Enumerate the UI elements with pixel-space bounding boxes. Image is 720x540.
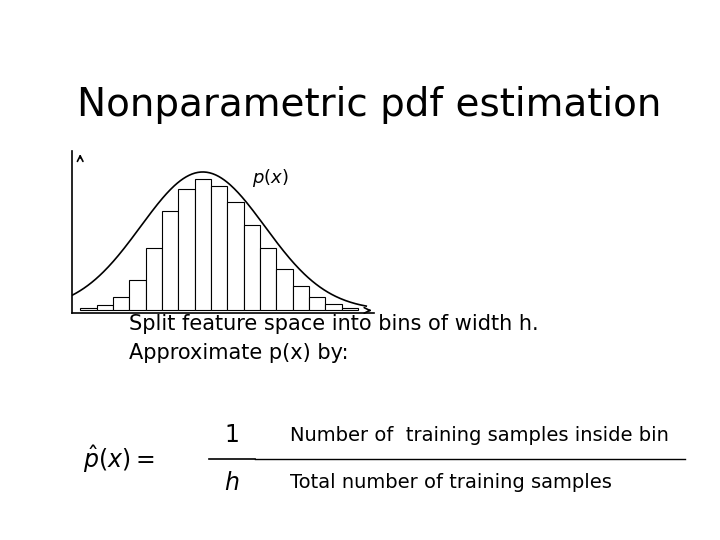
Text: Split feature space into bins of width h.: Split feature space into bins of width h… — [129, 314, 539, 334]
Text: $1$: $1$ — [225, 423, 239, 447]
Bar — [194, 179, 211, 310]
Bar — [325, 303, 342, 310]
Text: Total number of training samples: Total number of training samples — [290, 473, 612, 492]
Bar — [211, 186, 228, 310]
Bar — [260, 248, 276, 310]
Bar — [243, 225, 260, 310]
Bar — [145, 248, 162, 310]
Bar — [162, 211, 179, 310]
Bar — [113, 296, 129, 310]
Text: Histogram method:: Histogram method: — [129, 156, 331, 176]
Bar — [309, 296, 325, 310]
Bar — [129, 280, 145, 310]
Text: Number of  training samples inside bin: Number of training samples inside bin — [290, 426, 669, 445]
Bar — [292, 286, 309, 310]
Bar — [342, 308, 358, 310]
Text: Nonparametric pdf estimation: Nonparametric pdf estimation — [77, 85, 661, 124]
Bar — [228, 202, 243, 310]
Bar — [80, 308, 96, 310]
Bar — [96, 305, 113, 310]
Bar — [276, 269, 292, 310]
Text: Approximate p(x) by:: Approximate p(x) by: — [129, 343, 348, 363]
Bar — [179, 188, 194, 310]
Text: $h$: $h$ — [224, 471, 240, 495]
Text: $\hat{p}(x) = $: $\hat{p}(x) = $ — [83, 443, 154, 475]
Text: $p(x)$: $p(x)$ — [252, 167, 289, 189]
